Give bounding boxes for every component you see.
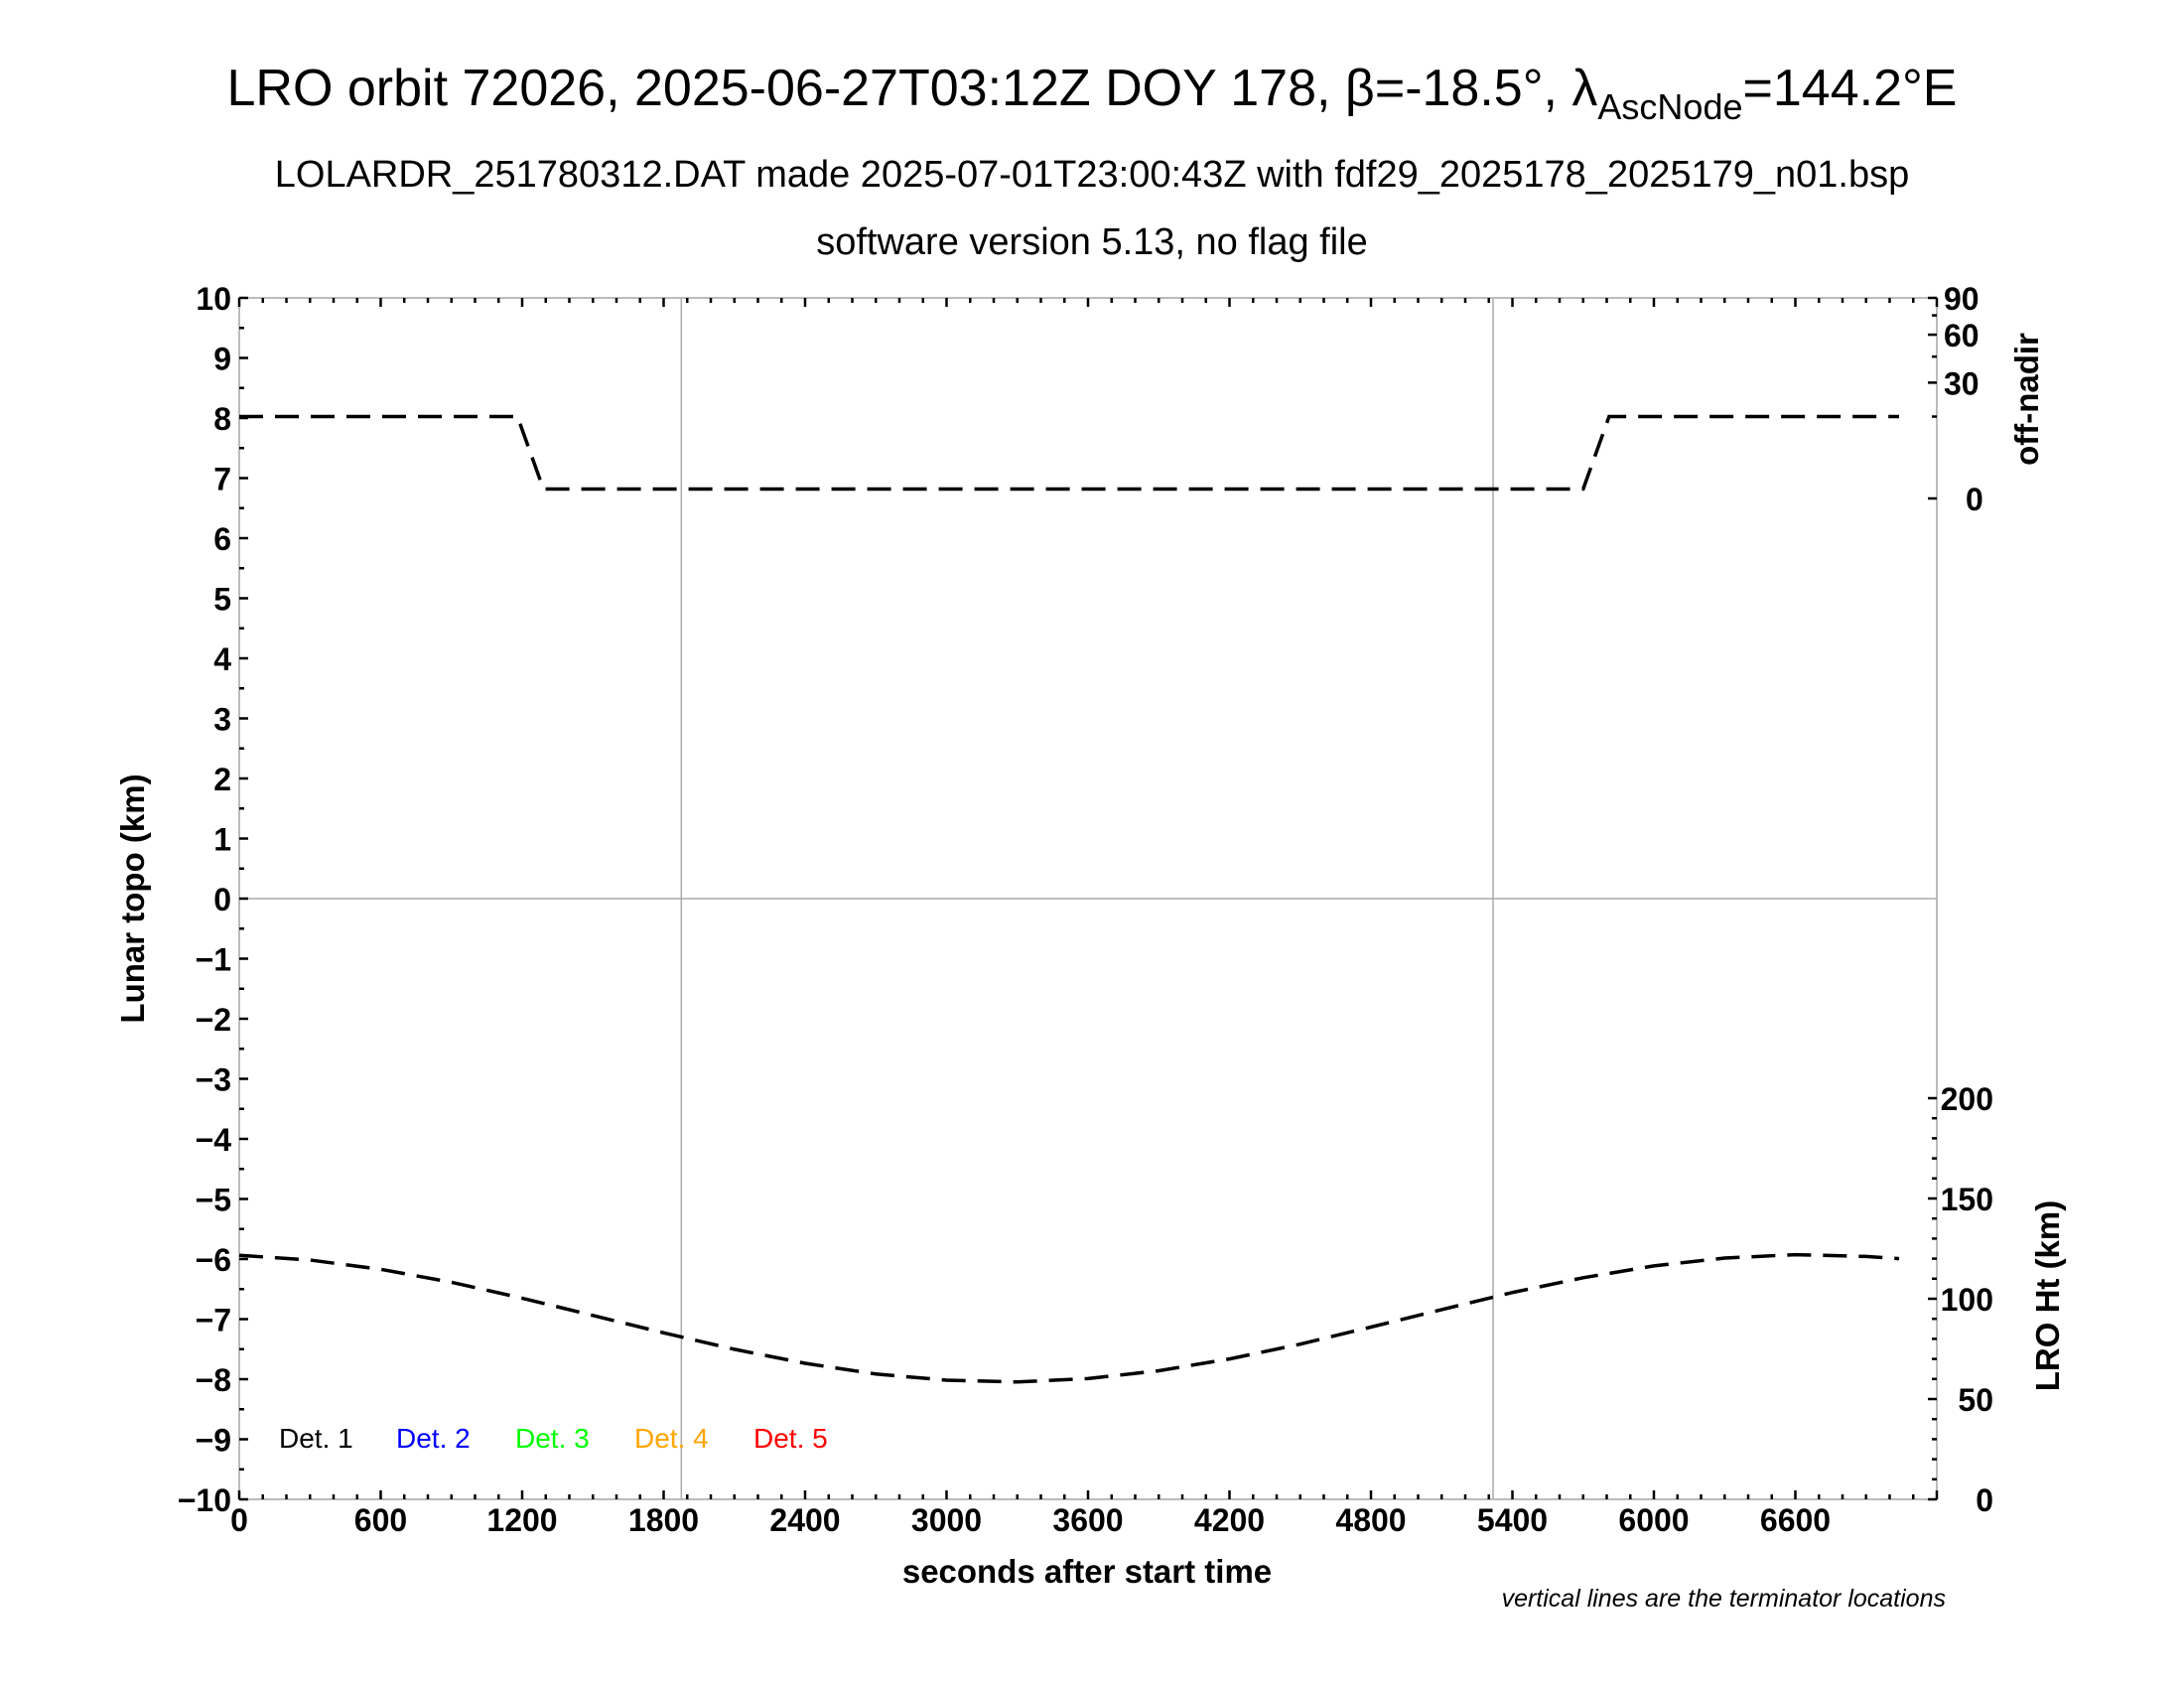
y-tick-label: −8 (196, 1362, 231, 1398)
ht-tick-label: 200 (1941, 1081, 1993, 1117)
lro-height-series-line (238, 1252, 1900, 1384)
legend-entry-det-1: Det. 1 (279, 1423, 353, 1454)
x-tick-label: 4200 (1194, 1502, 1265, 1538)
x-tick-label: 6000 (1618, 1502, 1689, 1538)
legend: Det. 1 Det. 2 Det. 3 Det. 4 Det. 5 (279, 1423, 828, 1454)
tick-labels: 0 600 1200 1800 2400 3000 3600 4200 4800 5400 6000… (178, 281, 1993, 1538)
y-tick-label: 8 (213, 401, 231, 437)
legend-entry-det-3: Det. 3 (515, 1423, 590, 1454)
y-tick-label: 2 (213, 762, 231, 797)
off-nadir-axis-title: off-nadir (2008, 333, 2045, 466)
chart-title: LRO orbit 72026, 2025-06-27T03:12Z DOY 1… (227, 60, 1958, 127)
x-tick-label: 0 (230, 1502, 248, 1538)
y-tick-label: 0 (213, 882, 231, 917)
y-tick-label: −1 (196, 942, 231, 978)
y-tick-label: −9 (196, 1423, 231, 1459)
grid (239, 298, 1937, 1499)
y-tick-label: −2 (196, 1002, 231, 1038)
y-tick-label: −6 (196, 1242, 231, 1278)
x-tick-label: 1800 (628, 1502, 699, 1538)
y-tick-label: 1 (213, 822, 231, 858)
y-tick-label: −5 (196, 1183, 231, 1218)
legend-entry-det-4: Det. 4 (634, 1423, 709, 1454)
x-tick-label: 1200 (486, 1502, 557, 1538)
off-nadir-tick-label: 60 (1944, 318, 1979, 353)
y-tick-label: 6 (213, 521, 231, 557)
y-tick-label: 10 (196, 281, 231, 317)
series-layer (238, 414, 1900, 1384)
ht-tick-label: 50 (1958, 1382, 1993, 1418)
y-tick-label: 4 (213, 641, 231, 677)
x-tick-label: 3600 (1052, 1502, 1123, 1538)
y-tick-label: −4 (196, 1122, 232, 1158)
y-tick-label: 9 (213, 342, 231, 377)
y-tick-label: −7 (196, 1303, 231, 1338)
lro-height-axis-title: LRO Ht (km) (2029, 1200, 2066, 1392)
off-nadir-tick-label: 30 (1944, 365, 1979, 401)
x-tick-label: 600 (354, 1502, 407, 1538)
ht-tick-label: 100 (1941, 1282, 1993, 1318)
off-nadir-tick-label: 0 (1966, 482, 1983, 517)
x-tick-label: 6600 (1760, 1502, 1831, 1538)
y-tick-label: 5 (213, 582, 231, 618)
ht-tick-label: 0 (1976, 1482, 1993, 1518)
y-tick-label: −10 (178, 1482, 231, 1518)
chart-subtitle: LOLARDR_251780312.DAT made 2025-07-01T23… (275, 154, 1910, 196)
y-tick-label: 7 (213, 462, 231, 497)
y-axis-title: Lunar topo (km) (114, 774, 151, 1023)
x-axis-title: seconds after start time (902, 1553, 1272, 1590)
legend-entry-det-2: Det. 2 (396, 1423, 471, 1454)
x-tick-label: 3000 (911, 1502, 982, 1538)
y-tick-label: −3 (196, 1062, 231, 1098)
y-tick-label: 3 (213, 702, 231, 738)
axis-ticks (237, 296, 1939, 1501)
x-tick-label: 4800 (1335, 1502, 1406, 1538)
chart-subtitle-2: software version 5.13, no flag file (816, 221, 1368, 263)
ht-tick-label: 150 (1941, 1182, 1993, 1217)
off-nadir-tick-label: 90 (1944, 281, 1979, 317)
footnote: vertical lines are the terminator locati… (1502, 1585, 1946, 1613)
x-tick-label: 2400 (769, 1502, 840, 1538)
x-tick-label: 5400 (1477, 1502, 1548, 1538)
off-nadir-series-line (239, 414, 1899, 492)
legend-entry-det-5: Det. 5 (753, 1423, 828, 1454)
